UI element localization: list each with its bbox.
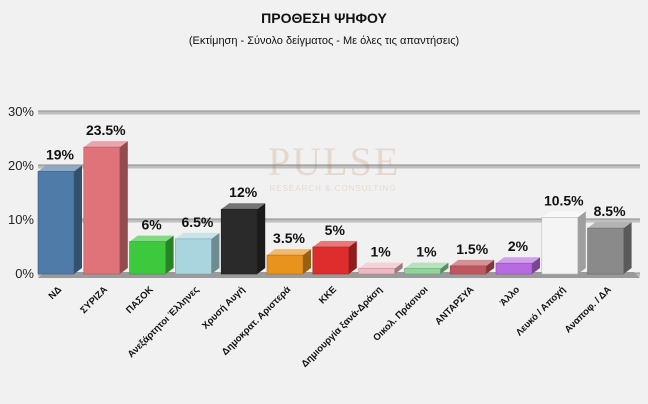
data-label: 1%: [370, 244, 391, 260]
bar-top: [38, 165, 82, 172]
bar: [358, 268, 395, 275]
data-label: 19%: [46, 146, 75, 162]
watermark-word: PULSE: [268, 139, 401, 184]
category-label: Αναποφ. / ΔΑ: [563, 284, 614, 335]
bar: [495, 262, 533, 275]
bar-layer: [37, 141, 632, 275]
category-label: Χρυσή Αυγή: [200, 284, 247, 331]
bar-top: [358, 262, 403, 269]
data-label: 5%: [325, 222, 346, 238]
bar: [404, 268, 441, 275]
category-label: Άλλο: [498, 284, 522, 308]
bar-side: [211, 232, 220, 274]
bar: [587, 227, 624, 275]
bar-side: [257, 203, 266, 274]
category-label: ΑΝΤΑΡΣΥΑ: [433, 284, 476, 327]
bar-side: [303, 249, 311, 274]
bar-top: [450, 259, 495, 266]
data-label: 10.5%: [544, 192, 584, 208]
chart-subtitle: (Εκτίμηση - Σύνολο δείγματος - Με όλες τ…: [188, 35, 460, 47]
bar: [312, 246, 350, 275]
bar-side: [119, 141, 128, 274]
pulse-watermark-logo: PULSE RESEARCH & CONSULTING: [268, 139, 401, 194]
bar: [129, 241, 166, 275]
bar-top: [83, 141, 128, 148]
bar-side: [394, 262, 403, 274]
data-label: 6.5%: [181, 214, 213, 230]
data-label: 12%: [229, 184, 258, 200]
bar-top: [496, 257, 540, 264]
watermark-tagline: RESEARCH & CONSULTING: [269, 184, 397, 193]
bar: [175, 238, 212, 275]
y-tick-label: 10%: [8, 212, 34, 227]
bar: [83, 146, 121, 275]
category-label: ΝΔ: [47, 284, 65, 302]
category-label: ΚΚΕ: [317, 284, 339, 306]
bar-top: [541, 211, 586, 218]
y-tick-label: 0%: [15, 266, 34, 281]
bar-top: [267, 249, 311, 256]
bar-side: [486, 259, 495, 274]
bar-side: [532, 257, 540, 274]
y-tick-label: 20%: [8, 158, 34, 173]
bar-side: [577, 211, 586, 274]
bar-top: [221, 203, 266, 210]
data-label: 1.5%: [456, 241, 488, 257]
data-label: 8.5%: [594, 203, 626, 219]
bar-side: [165, 235, 174, 274]
bar: [266, 254, 304, 275]
data-label: 1%: [416, 244, 437, 260]
chart-title: ΠΡΟΘΕΣΗ ΨΗΦΟΥ: [261, 10, 387, 26]
y-tick-label: 30%: [8, 104, 34, 119]
bar-side: [74, 165, 82, 274]
bar: [220, 208, 258, 275]
bar-side: [440, 262, 449, 274]
bar-side: [348, 241, 357, 274]
bar: [37, 171, 75, 275]
category-label: ΠΑΣΟΚ: [124, 284, 156, 316]
bar: [541, 217, 579, 275]
data-label: 3.5%: [273, 230, 305, 246]
bar-top: [587, 222, 632, 229]
bar-top: [129, 235, 174, 242]
category-label: Λευκό / Αποχή: [514, 284, 568, 338]
bar-top: [404, 262, 449, 269]
bar-top: [175, 232, 220, 239]
data-label: 2%: [508, 238, 529, 254]
data-label: 6%: [141, 217, 162, 233]
category-label: ΣΥΡΙΖΑ: [78, 284, 110, 316]
category-label: Δημιουργία ξανά-Δράση: [299, 284, 385, 370]
data-label: 23.5%: [86, 122, 126, 138]
bar-side: [623, 222, 632, 274]
bar: [449, 265, 487, 275]
bar-top: [312, 241, 357, 247]
